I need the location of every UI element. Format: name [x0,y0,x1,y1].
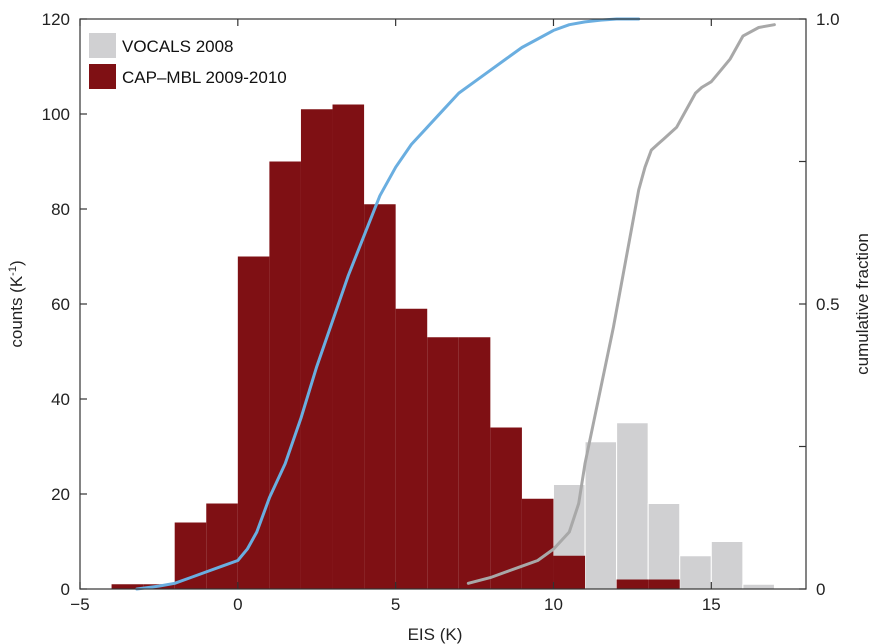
vocals-bar [584,441,618,590]
cap-mbl-bar [237,256,270,589]
cap-mbl-bar [269,161,301,589]
x-tick-label: 10 [544,595,563,614]
cap-mbl-bar [648,579,680,589]
y-left-tick-label: 80 [51,200,70,219]
vocals-bar [647,503,681,590]
cap-mbl-bar [300,109,333,589]
cap-mbl-bar [206,503,238,589]
cap-mbl-bar [521,498,554,589]
cap-mbl-bar [395,308,428,589]
vocals-bar [616,422,649,590]
y-right-axis-title: cumulative fraction [853,233,872,375]
cap-mbl-bar [427,337,459,589]
y-left-title-main: counts (K [7,275,26,347]
x-tick-label: 0 [233,595,242,614]
y-left-axis-title: counts (K-1) [7,260,26,347]
legend-label-cap-mbl: CAP–MBL 2009-2010 [122,68,287,87]
vocals-bar [710,541,744,590]
cap-mbl-bar [111,584,144,589]
cap-mbl-bars [111,104,680,589]
cumulative-curves [135,17,776,591]
y-left-title-end: ) [7,260,26,266]
y-left-tick-label: 0 [61,580,70,599]
y-right-tick-label: 0 [816,580,825,599]
x-tick-label: 15 [702,595,721,614]
vocals-bar [679,555,712,590]
x-tick-label: 5 [391,595,400,614]
y-left-tick-label: 40 [51,390,70,409]
vocals-cumulative-line [466,23,776,585]
x-tick-label: −5 [70,595,89,614]
legend-swatch-vocals [89,33,116,58]
cap-mbl-bar [332,104,365,589]
cap-mbl-cumulative-line [135,17,641,591]
legend-label-vocals: VOCALS 2008 [122,37,234,56]
vocals-bar [742,583,775,590]
cap-mbl-bar [490,427,522,589]
cap-mbl-bar [553,555,586,589]
y-left-tick-label: 100 [42,105,70,124]
y-left-tick-label: 120 [42,10,70,29]
y-right-tick-label: 0.5 [816,295,840,314]
legend: VOCALS 2008 CAP–MBL 2009-2010 [89,33,287,89]
y-right-tick-label: 1.0 [816,10,840,29]
legend-swatch-cap-mbl [89,64,116,89]
y-left-tick-label: 20 [51,485,70,504]
cap-mbl-bar [616,579,649,589]
cap-mbl-bar [364,204,396,589]
x-axis-title: EIS (K) [408,625,463,644]
cap-mbl-bar [458,337,491,589]
y-left-title-sup: -1 [7,266,19,276]
y-left-tick-label: 60 [51,295,70,314]
